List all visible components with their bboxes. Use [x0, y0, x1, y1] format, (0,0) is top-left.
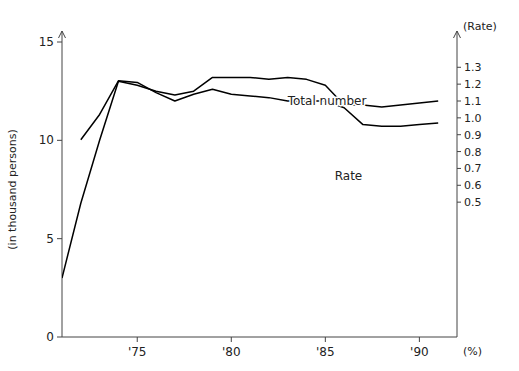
- x-tick-label: '80: [222, 345, 241, 359]
- x-tick: [137, 337, 138, 342]
- chart: '75 '80 '85 '90 0 5 10 15 0.5 0.6 0.7 0.8 0.9 1.0 1.1 1…: [0, 0, 519, 371]
- x-tick-label: '75: [128, 345, 147, 359]
- y-tick-label: 15: [39, 35, 54, 49]
- y2-axis-arrow: [457, 31, 458, 42]
- y2-tick-label: 1.3: [464, 61, 482, 74]
- y2-tick-label: 0.9: [464, 129, 482, 142]
- y2-tick-label: 0.6: [464, 179, 482, 192]
- y2-tick-label: 1.0: [464, 112, 482, 125]
- y-axis-arrow: [62, 31, 63, 42]
- annotation: Total number: [287, 94, 367, 108]
- y2-tick: [457, 67, 461, 68]
- y2-axis-label: (Rate): [463, 20, 497, 33]
- y-tick: [57, 140, 62, 141]
- x-axis-line: [62, 337, 457, 338]
- line-series: [81, 81, 438, 140]
- y-tick: [57, 42, 62, 43]
- y2-unit-label: (%): [463, 345, 482, 358]
- y2-axis-line: [457, 42, 458, 337]
- x-tick-label: '90: [410, 345, 429, 359]
- y2-tick: [457, 202, 461, 203]
- line-series: [62, 77, 438, 278]
- y-tick: [57, 337, 62, 338]
- y2-tick-label: 1.2: [464, 78, 482, 91]
- y2-tick: [457, 84, 461, 85]
- y2-tick: [457, 168, 461, 169]
- y2-tick-label: 0.7: [464, 162, 482, 175]
- x-tick-label: '85: [316, 345, 335, 359]
- y2-tick: [457, 151, 461, 152]
- plot-area: [62, 77, 438, 278]
- x-tick: [231, 337, 232, 342]
- y2-tick-label: 0.5: [464, 196, 482, 209]
- y2-tick: [457, 101, 461, 102]
- y-tick: [57, 238, 62, 239]
- y-tick-label: 0: [46, 330, 54, 344]
- x-tick: [419, 337, 420, 342]
- y2-tick: [457, 185, 461, 186]
- y2-tick-label: 1.1: [464, 95, 482, 108]
- x-tick: [325, 337, 326, 342]
- annotation: Rate: [335, 169, 363, 183]
- y-axis-line: [62, 42, 63, 337]
- y2-tick: [457, 134, 461, 135]
- y-axis-label: (in thousand persons): [6, 129, 19, 249]
- y-tick-label: 10: [39, 133, 54, 147]
- y2-tick: [457, 117, 461, 118]
- y-tick-label: 5: [46, 232, 54, 246]
- y2-tick-label: 0.8: [464, 146, 482, 159]
